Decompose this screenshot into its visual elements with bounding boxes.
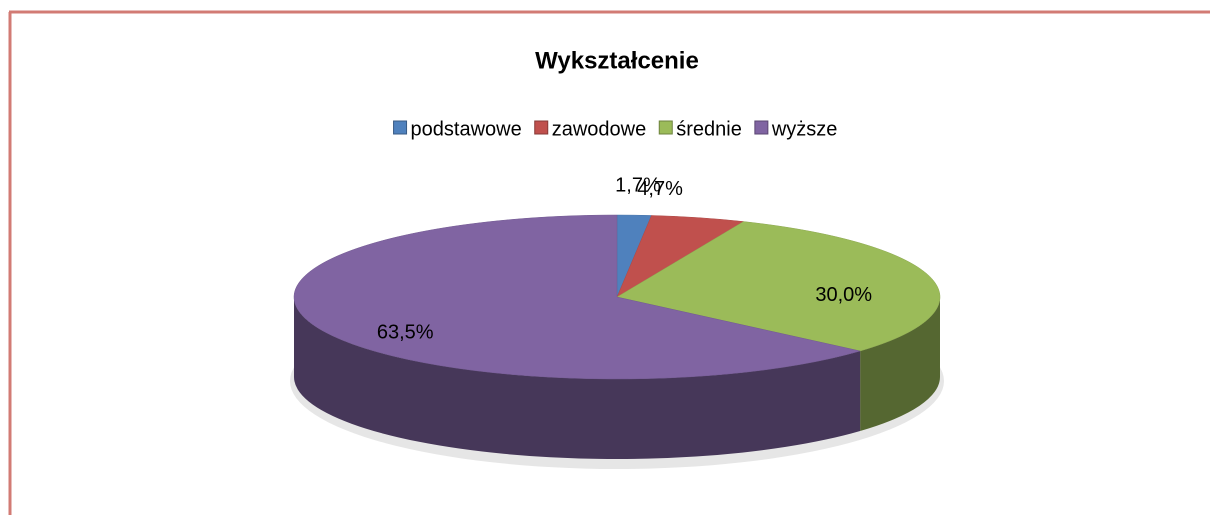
legend-swatch — [393, 120, 408, 135]
legend-swatch — [754, 120, 769, 135]
data-label: 30,0% — [815, 284, 872, 306]
legend-label: średnie — [676, 118, 742, 140]
pie-slice — [616, 221, 941, 352]
data-label: 4,7% — [637, 178, 683, 200]
legend-label: zawodowe — [552, 118, 647, 140]
legend-swatch — [534, 120, 549, 135]
legend: podstawowe zawodowe średnie wyższe — [393, 118, 838, 140]
pie-slice — [293, 214, 861, 380]
legend-label: podstawowe — [411, 118, 522, 140]
pie-side — [294, 297, 861, 459]
legend-swatch — [658, 120, 673, 135]
chart-title: Wykształcenie — [535, 47, 699, 74]
legend-label: wyższe — [771, 118, 838, 140]
data-label: 63,5% — [377, 322, 434, 344]
data-label: 1,7% — [615, 175, 661, 197]
pie-side — [860, 297, 940, 431]
